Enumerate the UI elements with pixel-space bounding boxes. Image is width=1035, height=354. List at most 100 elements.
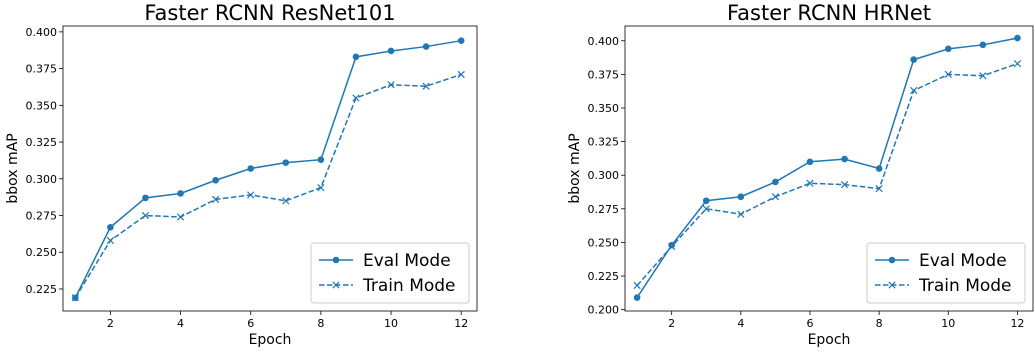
data-point: [457, 37, 465, 44]
chart-hrnet: Faster RCNN HRNet 0.200 0.225 0.250 0.275 0.3…: [567, 1, 1034, 348]
legend-label: Train Mode: [362, 276, 456, 296]
data-point: [633, 294, 641, 301]
chart-title: Faster RCNN HRNet: [727, 1, 931, 25]
x-tick-label: 4: [737, 317, 744, 330]
series-line: [636, 37, 1018, 298]
data-point: [875, 185, 883, 193]
y-tick-label: 0.300: [588, 169, 620, 182]
data-point: [668, 241, 675, 249]
data-point: [668, 242, 676, 251]
legend-marker: [888, 281, 896, 289]
data-point: [737, 210, 745, 218]
y-tick-label: 0.350: [588, 102, 620, 115]
y-tick-label: 0.250: [588, 236, 620, 249]
series-eval-mode: [633, 34, 1021, 301]
legend-label: Train Mode: [918, 276, 1012, 296]
x-tick-label: 12: [1010, 317, 1024, 330]
data-point: [772, 178, 779, 186]
data-point: [840, 181, 849, 189]
y-tick-label: 0.375: [588, 68, 620, 81]
data-point: [457, 70, 465, 79]
data-point: [841, 155, 848, 163]
legend-box: [866, 242, 1026, 304]
data-point: [282, 197, 290, 205]
y-tick-label: 0.375: [26, 63, 58, 76]
plot-frame: [624, 25, 1034, 312]
legend: Eval Mode Train Mode: [866, 242, 1026, 304]
data-point: [176, 213, 185, 221]
data-point: [142, 194, 149, 202]
y-tick-label: 0.325: [26, 136, 58, 149]
data-point: [422, 82, 430, 90]
data-point: [106, 236, 114, 245]
data-point: [212, 176, 219, 184]
x-tick-label: 6: [806, 317, 813, 330]
data-point: [317, 183, 325, 192]
data-point: [247, 191, 255, 199]
data-point: [247, 165, 255, 172]
y-tick-label: 0.400: [588, 35, 620, 48]
data-point: [107, 223, 114, 231]
data-point: [771, 193, 780, 201]
y-tick-label: 0.275: [588, 203, 620, 216]
data-point: [806, 158, 814, 166]
y-tick-label: 0.225: [26, 283, 58, 296]
y-tick-label: 0.325: [588, 136, 620, 149]
y-tick-label: 0.250: [26, 246, 58, 259]
data-point: [944, 70, 952, 79]
legend-label: Eval Mode: [363, 251, 451, 271]
data-point: [387, 47, 395, 55]
series-train-mode: [633, 60, 1022, 290]
data-point: [71, 294, 79, 302]
data-point: [352, 94, 360, 102]
x-tick-label: 8: [876, 317, 883, 330]
x-tick-label: 4: [177, 317, 184, 330]
series-line: [74, 39, 462, 299]
x-axis-label: Epoch: [249, 332, 292, 348]
y-tick-label: 0.275: [26, 210, 58, 223]
series-eval-mode: [71, 37, 465, 302]
y-tick-label: 0.225: [588, 270, 620, 283]
legend-label: Eval Mode: [919, 251, 1007, 271]
x-tick-label: 10: [941, 317, 955, 330]
legend: Eval Mode Train Mode: [310, 242, 470, 304]
data-point: [1014, 34, 1021, 42]
x-tick-label: 2: [668, 317, 675, 330]
data-point: [1013, 60, 1022, 68]
data-point: [282, 159, 290, 166]
data-point: [910, 56, 918, 63]
chart-title: Faster RCNN ResNet101: [144, 1, 395, 25]
x-axis-label: Epoch: [808, 332, 851, 348]
data-point: [806, 179, 814, 187]
y-tick-label: 0.300: [26, 173, 58, 186]
legend-marker: [332, 281, 340, 289]
legend-box: [310, 242, 470, 304]
data-point: [702, 197, 710, 205]
x-tick-label: 8: [317, 317, 324, 330]
data-point: [387, 81, 395, 89]
data-point: [211, 195, 220, 203]
data-point: [910, 86, 918, 95]
y-tick-label: 0.350: [26, 99, 58, 112]
data-point: [875, 165, 883, 172]
series-line: [74, 73, 462, 299]
series-train-mode: [71, 70, 465, 302]
y-tick-label: 0.200: [588, 304, 620, 317]
data-point: [737, 193, 745, 201]
x-tick-label: 12: [454, 317, 468, 330]
y-tick-label: 0.400: [26, 26, 58, 39]
data-point: [317, 156, 325, 163]
legend-marker: [888, 256, 896, 264]
data-point: [352, 53, 360, 61]
plot-frame: [62, 25, 478, 312]
data-point: [422, 43, 430, 50]
data-point: [979, 72, 987, 80]
x-tick-label: 6: [247, 317, 254, 330]
data-point: [944, 45, 952, 53]
legend-marker: [332, 256, 340, 264]
data-point: [633, 281, 641, 290]
y-axis-label: bbox mAP: [567, 133, 583, 203]
x-tick-label: 2: [107, 317, 114, 330]
data-point: [979, 41, 987, 49]
